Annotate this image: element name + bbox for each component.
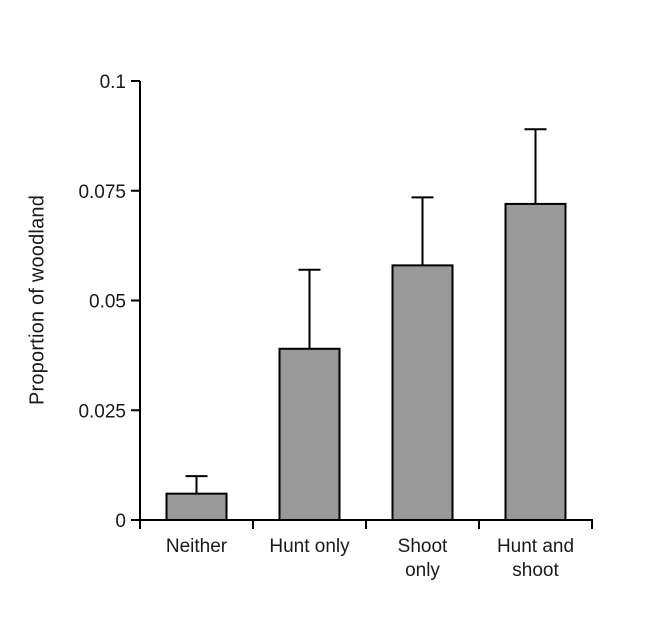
x-category-label-hunt-and-shoot: Hunt and — [497, 536, 574, 557]
y-tick-label-0-05: 0.05 — [89, 292, 126, 313]
x-category-label-hunt-only: Hunt only — [269, 536, 350, 557]
y-tick-label-0: 0 — [115, 511, 126, 532]
x-category-label-shoot-only: only — [405, 560, 440, 581]
bar-shoot-only — [391, 264, 454, 521]
bar-hunt-and-shoot — [504, 202, 567, 521]
x-category-label-hunt-and-shoot: shoot — [512, 560, 559, 581]
y-tick-label-0-1: 0.1 — [100, 72, 126, 93]
bar-neither — [165, 492, 228, 522]
x-category-label-shoot-only: Shoot — [398, 536, 448, 557]
y-tick-label-0-075: 0.075 — [78, 182, 126, 203]
x-category-label-neither: Neither — [166, 536, 228, 557]
y-tick-label-0-025: 0.025 — [78, 401, 126, 422]
y-axis-title: Proportion of woodland — [26, 194, 49, 406]
bar-hunt-only — [278, 347, 341, 522]
